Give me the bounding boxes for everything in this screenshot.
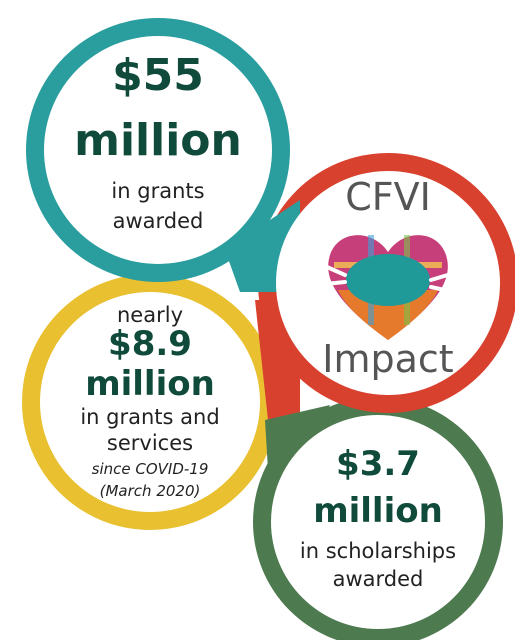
grants-caption: in grants bbox=[111, 179, 204, 203]
covid-subtitle: million bbox=[85, 364, 215, 404]
teal-inner bbox=[44, 36, 272, 264]
center-subtitle: Impact bbox=[322, 337, 453, 381]
grants-caption: awarded bbox=[113, 209, 204, 233]
covid-title: $8.9 bbox=[108, 324, 192, 364]
heart-logo bbox=[323, 235, 453, 340]
covid-caption: in grants and bbox=[80, 405, 219, 429]
scholarships-title: $3.7 bbox=[336, 444, 420, 484]
scholarships-subtitle: million bbox=[313, 491, 443, 531]
covid-caption: services bbox=[107, 431, 193, 455]
green-connector bbox=[265, 405, 330, 470]
covid-note: (March 2020) bbox=[100, 482, 201, 500]
grants-subtitle: million bbox=[74, 115, 242, 166]
grants-title: $55 bbox=[112, 50, 204, 101]
center-title: CFVI bbox=[345, 175, 431, 219]
yellow-inner bbox=[40, 292, 260, 512]
covid-note: since COVID-19 bbox=[92, 460, 209, 478]
covid-prefix: nearly bbox=[117, 303, 183, 327]
green-inner bbox=[271, 415, 485, 629]
scholarships-caption: in scholarships bbox=[300, 539, 456, 563]
scholarships-caption: awarded bbox=[333, 567, 424, 591]
